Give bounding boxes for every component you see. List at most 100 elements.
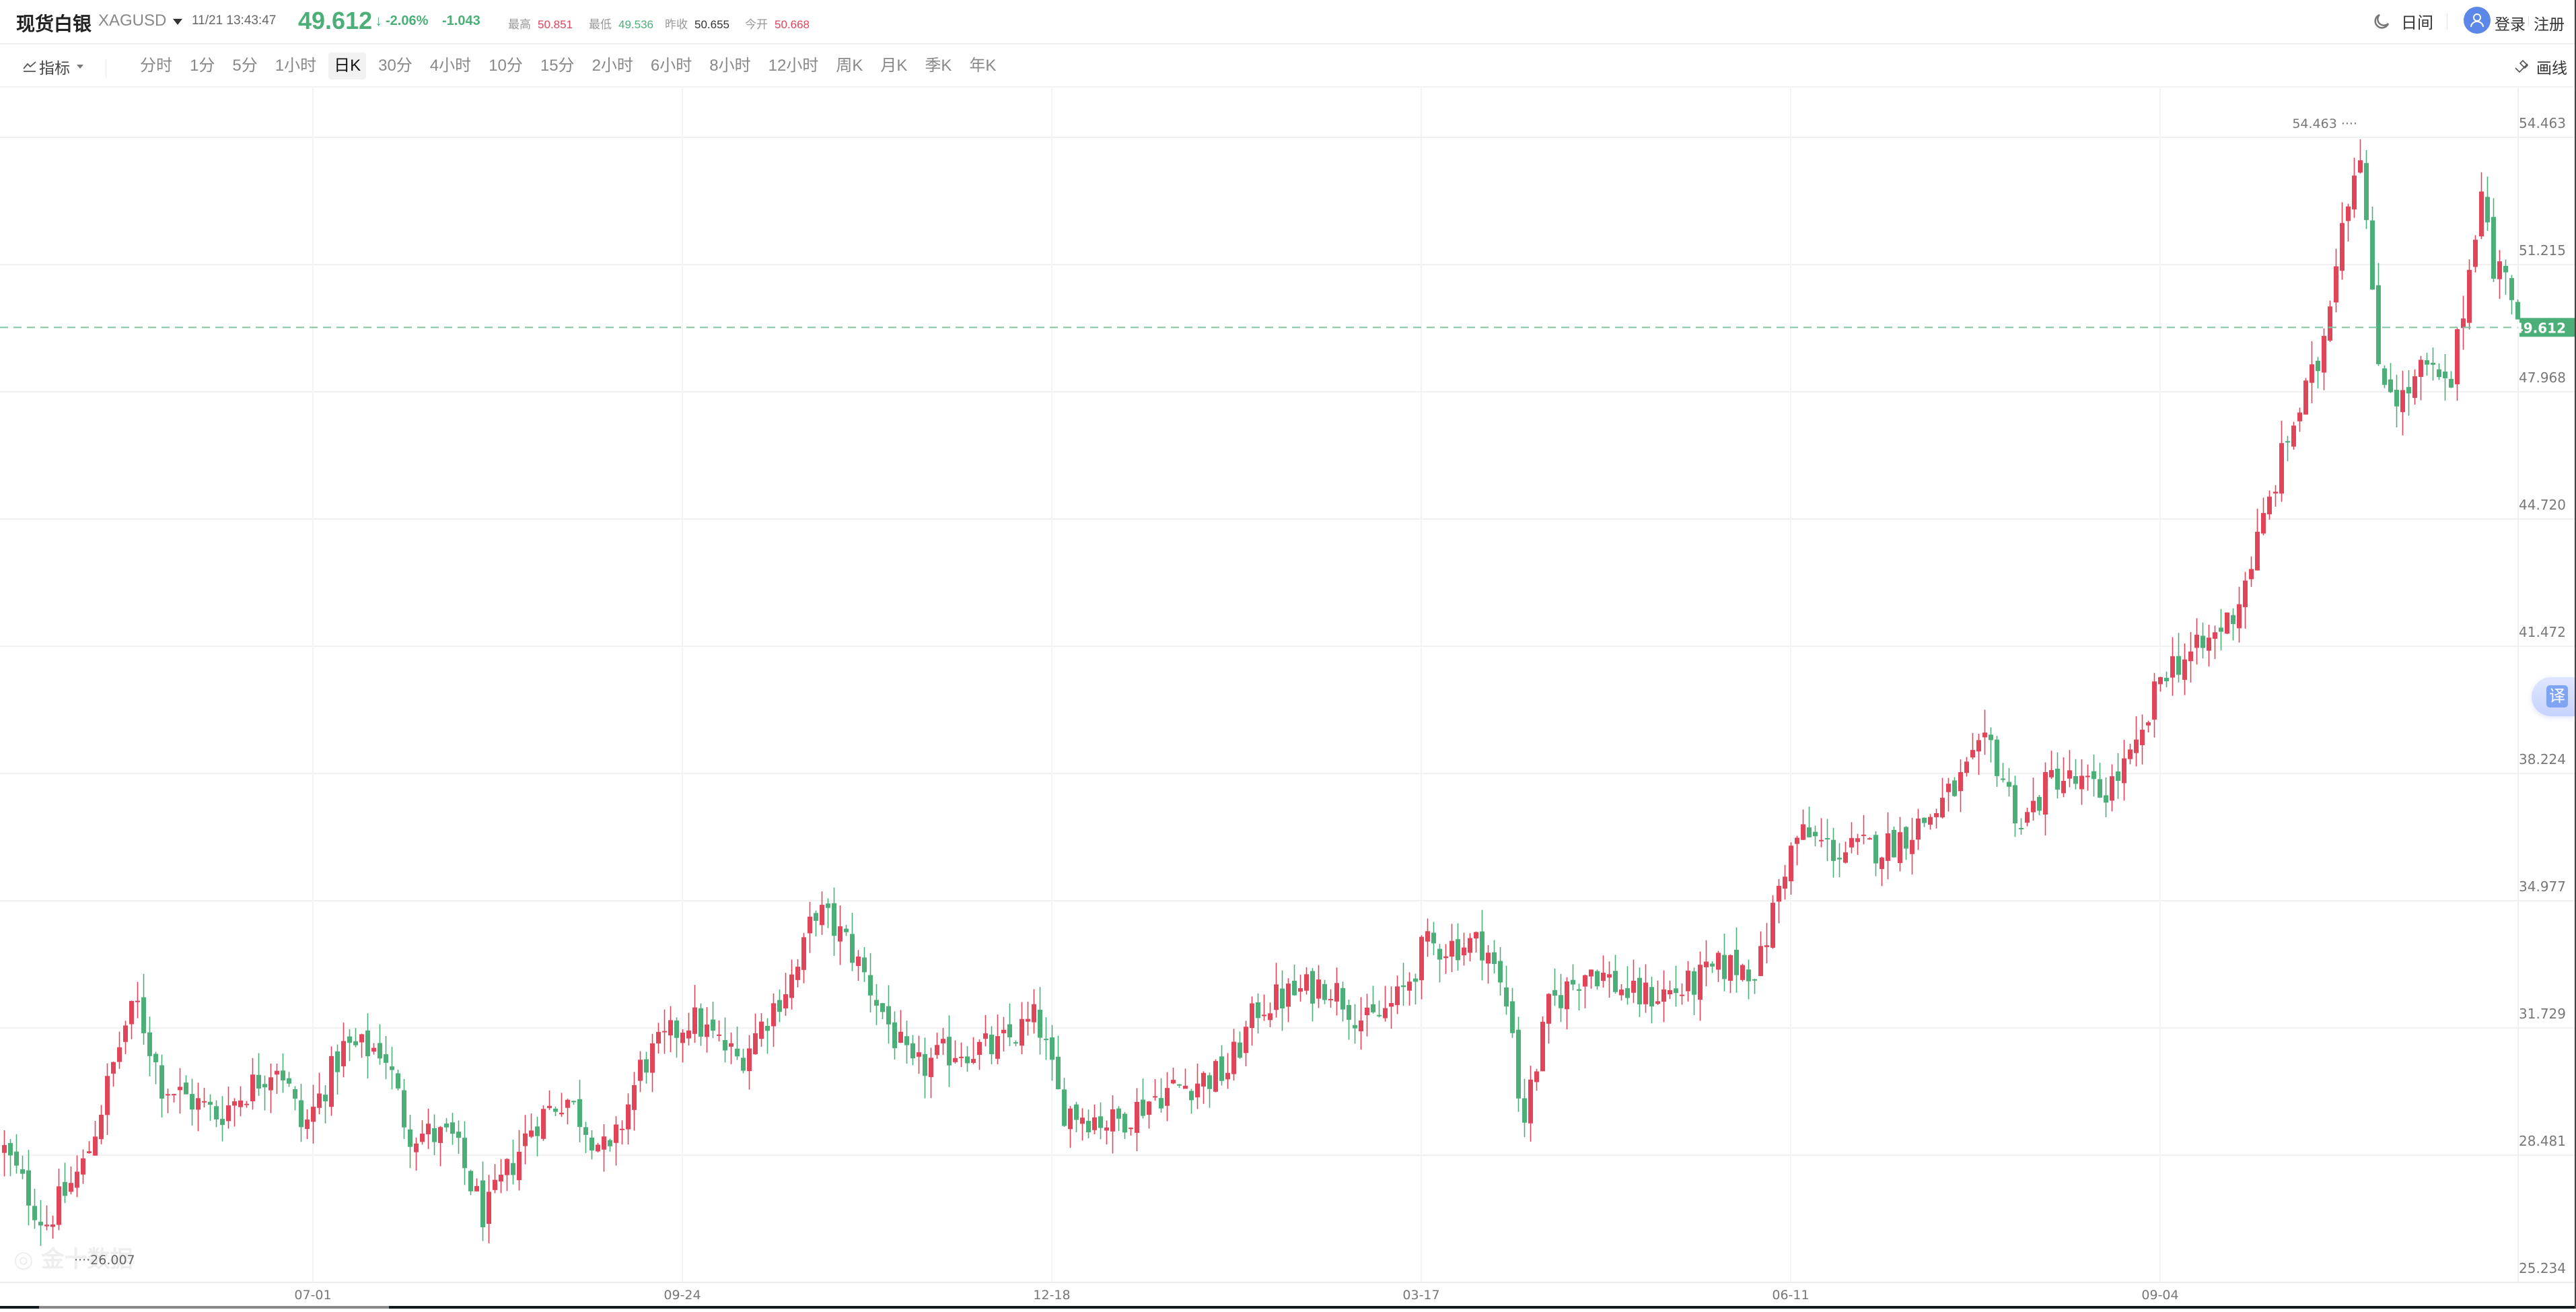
candle-body [2170, 656, 2175, 678]
candle-body [1365, 1007, 1369, 1016]
candle-body [250, 1074, 255, 1102]
candle-body [1613, 971, 1618, 992]
tab-period[interactable]: 5分 [232, 57, 258, 75]
tab-period[interactable]: 分时 [140, 57, 172, 75]
login-link[interactable]: 登录 [2495, 15, 2526, 33]
tab-period[interactable]: 6小时 [650, 57, 692, 75]
tab-period[interactable]: 30分 [378, 57, 413, 75]
candle-body [632, 1085, 637, 1110]
candle-body [147, 1032, 152, 1056]
candle-body [517, 1151, 522, 1181]
candle-body [1698, 965, 1703, 1000]
tab-period[interactable]: 2小时 [592, 57, 633, 75]
stat-low: 最低 49.536 [589, 15, 653, 32]
candle-body [2273, 491, 2278, 494]
tab-period[interactable]: 8小时 [709, 57, 751, 75]
candle-body [850, 934, 855, 963]
candle-body [2098, 779, 2102, 798]
indicator-button[interactable]: 指标 [23, 55, 83, 78]
candle-body [1843, 852, 1848, 863]
candle-body [2340, 223, 2345, 271]
x-axis-label: 09-04 [2141, 1288, 2178, 1303]
tab-period[interactable]: 月K [880, 57, 908, 75]
candle-body [2346, 206, 2351, 221]
candle-body [184, 1082, 188, 1095]
candle-body [1910, 839, 1915, 854]
x-axis-label: 12-18 [1033, 1288, 1070, 1303]
candle-body [172, 1094, 176, 1096]
candle-body [2412, 376, 2417, 399]
candle-body [1807, 827, 1812, 837]
tab-period[interactable]: 周K [836, 57, 863, 75]
tab-period[interactable]: 10分 [489, 57, 523, 75]
candle-body [1643, 982, 1648, 1004]
candle-body [1716, 953, 1721, 970]
tab-period[interactable]: 15分 [540, 57, 575, 75]
y-axis-label: 47.968 [2519, 370, 2566, 386]
candle-body [1964, 761, 1969, 773]
user-avatar-icon[interactable] [2464, 7, 2491, 34]
candle-body [747, 1048, 752, 1072]
candle-body [1831, 839, 1836, 861]
tab-period[interactable]: 年K [969, 57, 997, 75]
candle-body [989, 1034, 994, 1055]
candle-body [2134, 739, 2139, 753]
candle-body [759, 1021, 764, 1039]
y-axis-label: 31.729 [2519, 1006, 2566, 1022]
last-price-value: 49.612 [298, 7, 373, 34]
tab-period[interactable]: 季K [925, 57, 952, 75]
chart-canvas[interactable]: 54.463 51.215 47.968 44.720 41.472 38.224 34.9… [0, 88, 2576, 1309]
candle-body [1867, 838, 1872, 840]
max-price-marker: 54.463 ···· [2292, 116, 2357, 131]
draw-line-button[interactable]: 画线 [2513, 55, 2567, 78]
candle-body [44, 1224, 49, 1227]
candle-body [1898, 832, 1902, 864]
candle-body [699, 1008, 703, 1037]
candle-body [1904, 827, 1908, 849]
candle-body [1649, 987, 1654, 1007]
candle-body [2164, 677, 2169, 682]
tab-period[interactable]: 12小时 [768, 57, 819, 75]
candle-body [196, 1098, 201, 1110]
candle-body [408, 1129, 413, 1147]
candle-body [729, 1043, 734, 1047]
candle-body [571, 1101, 576, 1103]
candle-body [1777, 885, 1781, 902]
candle-body [523, 1133, 528, 1146]
tab-period[interactable]: 1分 [190, 57, 215, 75]
candle-body [1758, 946, 1763, 976]
stat-label: 昨收 [665, 18, 688, 31]
candle-body [468, 1171, 473, 1192]
candlestick-chart[interactable]: 54.463 51.215 47.968 44.720 41.472 38.224 34.9… [0, 88, 2576, 1309]
scrollbar-thumb[interactable] [39, 1306, 389, 1309]
candle-body [2213, 632, 2217, 639]
candle-body [1280, 988, 1285, 1008]
candle-body [535, 1126, 540, 1136]
tab-period[interactable]: 1小时 [275, 57, 317, 75]
stat-value: 50.655 [694, 18, 729, 31]
change-percent: -2.06% [386, 13, 429, 28]
candle-body [983, 1033, 988, 1039]
candle-body [1637, 977, 1642, 1004]
candle-body [1080, 1117, 1085, 1124]
candle-body [856, 956, 861, 967]
candle-body [81, 1158, 85, 1175]
candle-body [2279, 443, 2284, 494]
candle-body [87, 1151, 92, 1153]
candle-body [995, 1036, 1000, 1059]
horizontal-scrollbar[interactable] [0, 1306, 2576, 1309]
symbol-selector[interactable]: XAGUSD [98, 11, 183, 30]
candle-body [1559, 995, 1563, 1008]
theme-toggle-button[interactable]: 日间 [2373, 9, 2433, 33]
candle-body [1680, 994, 1684, 996]
candle-body [1116, 1108, 1121, 1119]
instrument-title: 现货白银 [16, 13, 92, 34]
x-axis-label: 07-01 [294, 1288, 331, 1303]
register-link[interactable]: 注册 [2534, 15, 2565, 33]
translate-button[interactable]: 译 [2532, 677, 2576, 716]
tab-period[interactable]: 日K [328, 53, 367, 79]
candle-body [1013, 1042, 1018, 1044]
candle-body [638, 1060, 643, 1081]
candle-body [2194, 634, 2199, 648]
tab-period[interactable]: 4小时 [429, 57, 472, 75]
